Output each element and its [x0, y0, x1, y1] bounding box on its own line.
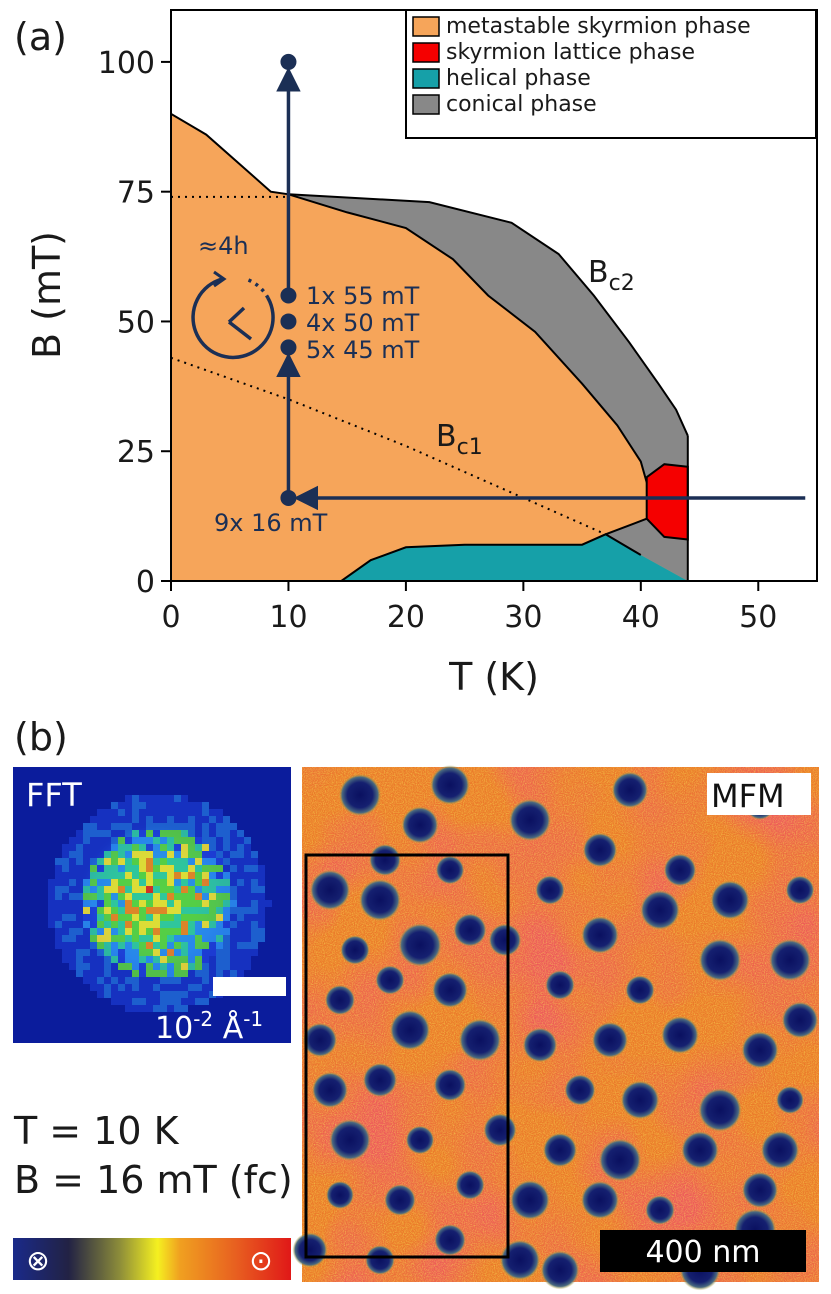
protocol-point — [280, 339, 297, 356]
phase-diagram — [171, 112, 689, 581]
panel-a-label: (a) — [14, 15, 67, 59]
phase-regions — [171, 113, 688, 581]
legend-entry: helical phase — [446, 66, 591, 91]
step2-label: 4x 50 mT — [306, 309, 420, 337]
y-tick-label: 25 — [117, 435, 155, 470]
mfm-label: MFM — [711, 777, 785, 815]
x-tick-label: 50 — [739, 600, 777, 635]
condition-temperature: T = 10 K — [13, 1109, 180, 1153]
y-tick-label: 75 — [117, 176, 155, 211]
legend-swatch — [412, 68, 440, 89]
x-tick-label: 0 — [161, 600, 180, 635]
protocol-point — [280, 287, 297, 304]
legend-entry: conical phase — [446, 92, 597, 117]
conical-region — [288, 194, 688, 581]
mfm-scale-label: 400 nm — [645, 1235, 760, 1270]
x-tick-label: 40 — [622, 600, 660, 635]
conical-lower-boundary — [605, 517, 648, 536]
colorbar: ⊗ ⊙ — [13, 1238, 291, 1280]
step3-label: 5x 45 mT — [306, 336, 420, 364]
mfm-image: MFM 400 nm — [292, 765, 819, 1291]
x-tick-label: 20 — [387, 600, 425, 635]
bc2-label: Bc2 — [588, 255, 635, 296]
phase-boundaries — [171, 112, 689, 581]
protocol-point — [280, 53, 297, 70]
axis-ticks: 0 10 20 30 40 50 0 25 50 75 100 — [98, 46, 778, 635]
panel-b-label: (b) — [14, 715, 68, 759]
y-tick-label: 100 — [98, 46, 155, 81]
fft-scale-bar — [213, 977, 286, 996]
metastable-boundary — [171, 112, 648, 483]
fft-scale-label: 10-2 Å-1 — [155, 1007, 263, 1046]
metastable-region — [171, 113, 688, 581]
legend-entry: metastable skyrmion phase — [446, 14, 751, 39]
colorbar-out-icon: ⊙ — [249, 1244, 272, 1277]
time-label: ≈4h — [198, 232, 249, 260]
clock-icon — [191, 270, 275, 360]
legend-swatch — [412, 42, 440, 63]
skyrmion-lattice-region — [646, 464, 688, 540]
fft-image: FFT 10-2 Å-1 — [13, 767, 291, 1046]
protocol-point — [280, 313, 297, 330]
step1-label: 1x 55 mT — [306, 282, 420, 310]
protocol-point — [280, 489, 297, 506]
y-tick-label: 50 — [117, 305, 155, 340]
fft-label: FFT — [26, 776, 82, 814]
legend-entry: skyrmion lattice phase — [446, 40, 695, 65]
helical-region — [341, 534, 688, 581]
step0-label: 9x 16 mT — [214, 509, 328, 537]
condition-field: B = 16 mT (fc) — [14, 1158, 293, 1202]
legend-swatch — [412, 94, 440, 115]
x-axis-label: T (K) — [448, 655, 539, 699]
colorbar-into-icon: ⊗ — [26, 1244, 49, 1277]
legend-swatch — [412, 16, 440, 37]
bc2-boundary — [288, 193, 689, 437]
field-protocol — [276, 53, 806, 511]
mfm-scale-bar — [600, 1230, 806, 1272]
y-axis-label: B (mT) — [25, 231, 69, 359]
x-tick-label: 30 — [504, 600, 542, 635]
x-tick-label: 10 — [269, 600, 307, 635]
y-tick-label: 0 — [136, 565, 155, 600]
bc1-label: Bc1 — [436, 419, 483, 460]
mfm-selection-box — [304, 853, 510, 1259]
